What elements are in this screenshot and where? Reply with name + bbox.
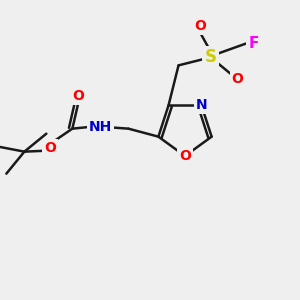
Text: NH: NH	[89, 120, 112, 134]
Text: S: S	[205, 48, 217, 66]
Text: O: O	[232, 72, 244, 86]
Text: O: O	[72, 89, 84, 103]
Text: O: O	[44, 141, 56, 155]
Text: O: O	[179, 149, 191, 163]
Text: O: O	[195, 19, 206, 33]
Text: F: F	[248, 36, 259, 51]
Text: N: N	[196, 98, 207, 112]
